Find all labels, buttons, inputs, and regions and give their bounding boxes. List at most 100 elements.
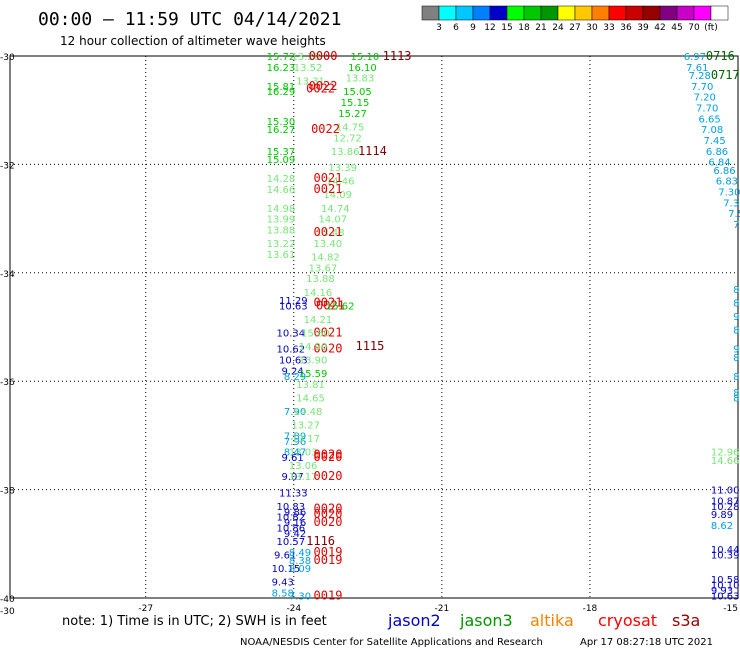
legend-tick-label: 70 bbox=[688, 23, 700, 33]
legend-swatch bbox=[523, 5, 542, 21]
wave-height-label: 9.07 bbox=[281, 472, 303, 483]
wave-height-label: 15.30 bbox=[267, 117, 296, 128]
wave-height-label: 8.29 bbox=[284, 372, 306, 383]
wave-height-label: 6.86 bbox=[706, 147, 728, 158]
legend-swatch bbox=[421, 5, 440, 21]
wave-height-label: 8.38 bbox=[289, 556, 311, 567]
wave-height-label: 13.17 bbox=[289, 472, 318, 483]
wave-height-label: 6.83 bbox=[716, 177, 738, 188]
wave-height-label: 9.93 bbox=[711, 586, 733, 597]
lon-axis-label: -18 bbox=[583, 604, 598, 614]
page-title: 00:00 – 11:59 UTC 04/14/2021 bbox=[38, 9, 341, 30]
pass-time-label: 0019 bbox=[314, 588, 343, 602]
wave-height-label: 15.60 bbox=[301, 328, 330, 339]
wave-height-label: 8 bbox=[733, 285, 739, 296]
plot-area: -30 -32 -34 -36 -38 -40 -30 -27 -24 -21 -18 -15 15.7… bbox=[0, 49, 740, 617]
wave-height-label: 7.5 bbox=[728, 209, 740, 220]
legend-tick-label: 39 bbox=[637, 23, 649, 33]
wave-height-label: 8.49 bbox=[289, 548, 311, 559]
wave-height-label: 15.05 bbox=[343, 87, 372, 98]
wave-height-label: 9.42 bbox=[284, 529, 306, 540]
wave-height-label: 9.61 bbox=[281, 453, 303, 464]
timestamp-text: Apr 17 08:27:18 UTC 2021 bbox=[580, 637, 713, 648]
wave-height-label: 8.62 bbox=[711, 521, 733, 532]
wave-height-label: 13.88 bbox=[306, 274, 335, 285]
satellite-jason2-label: jason2 bbox=[387, 611, 441, 630]
wave-height-label: 8.47 bbox=[284, 448, 306, 459]
wave-height-label: 12.72 bbox=[333, 133, 362, 144]
wave-height-label: 10.86 bbox=[277, 524, 306, 535]
satellite-jason3-label: jason3 bbox=[459, 611, 513, 630]
pass-time-label: 0022 bbox=[311, 122, 340, 136]
wave-height-label: 13.31 bbox=[296, 76, 325, 87]
wave-height-label: 8 bbox=[733, 299, 739, 310]
wave-height-label: 10.15 bbox=[272, 564, 301, 575]
wave-height-label: 9.86 bbox=[284, 507, 306, 518]
wave-height-label: 7.70 bbox=[691, 82, 713, 93]
wave-height-label: 9.89 bbox=[711, 510, 733, 521]
wave-height-label: 10.63 bbox=[711, 591, 740, 602]
wave-height-label: 14.74 bbox=[321, 204, 350, 215]
wave-height-label: 14.46 bbox=[326, 177, 355, 188]
satellite-cryosat-label: cryosat bbox=[598, 611, 657, 630]
wave-height-label: 13.03 bbox=[289, 448, 318, 459]
wave-height-label: 13.52 bbox=[294, 63, 323, 74]
lat-axis-label: -40 bbox=[0, 595, 15, 605]
wave-height-label: 13.27 bbox=[291, 421, 320, 432]
wave-height-label: 14.48 bbox=[294, 407, 323, 418]
wave-height-label: 13.39 bbox=[328, 163, 357, 174]
wave-height-label: 13.90 bbox=[299, 356, 328, 367]
wave-height-label: 15.59 bbox=[299, 369, 328, 380]
wave-height-label: 10.39 bbox=[711, 551, 740, 562]
legend-tick-label: 9 bbox=[470, 23, 476, 33]
wave-height-label: 13.06 bbox=[289, 461, 318, 472]
wave-height-label: 7.28 bbox=[689, 71, 711, 82]
wave-height-label: 9. bbox=[733, 312, 740, 323]
wave-height-label: 10.87 bbox=[711, 496, 740, 507]
wave-height-label: 14.16 bbox=[304, 288, 333, 299]
legend-tick-label: 15 bbox=[501, 23, 512, 33]
legend-tick-label: 42 bbox=[654, 23, 665, 33]
wave-height-label: 15.10 bbox=[351, 52, 380, 63]
lon-axis-label: -24 bbox=[286, 604, 301, 614]
wave-height-label: 7.30 bbox=[718, 188, 740, 199]
wave-height-label: 7.96 bbox=[284, 437, 306, 448]
pass-time-label: 0020 bbox=[314, 450, 343, 464]
satellite-altika-label: altika bbox=[530, 611, 574, 630]
wave-height-label: 6.84 bbox=[708, 158, 730, 169]
wave-height-label: 7.36 bbox=[723, 198, 740, 209]
pass-time-label: 1115 bbox=[355, 339, 384, 353]
wave-height-label: 11.29 bbox=[279, 296, 308, 307]
wave-height-label: 10.63 bbox=[279, 356, 308, 367]
wave-height-label: 10.82 bbox=[277, 513, 306, 524]
pass-time-label: 0022 bbox=[309, 79, 338, 93]
wave-height-label: 7.30 bbox=[289, 591, 311, 602]
lon-axis-label: -15 bbox=[723, 604, 738, 614]
wave-height-label: 14.28 bbox=[267, 174, 296, 185]
pass-time-label: 1116 bbox=[306, 534, 335, 548]
legend-swatch bbox=[676, 5, 695, 21]
legend-tick-label: 6 bbox=[453, 23, 459, 33]
wave-height-label: 14.21 bbox=[304, 315, 333, 326]
wave-height-label: 15.37 bbox=[267, 147, 296, 158]
wave-height-label: 7.20 bbox=[694, 93, 716, 104]
wave-height-label: 15.72 bbox=[267, 52, 296, 63]
legend-tick-label: 30 bbox=[586, 23, 598, 33]
wave-height-label: 7.89 bbox=[284, 431, 306, 442]
pass-time-label: 0000 bbox=[309, 49, 338, 63]
pass-time-label: 0020 bbox=[314, 447, 343, 461]
legend-swatch bbox=[540, 5, 559, 21]
wave-height-label: 15.27 bbox=[338, 109, 367, 120]
credit-text: NOAA/NESDIS Center for Satellite Applica… bbox=[240, 637, 543, 648]
pass-time-label: 1113 bbox=[383, 49, 412, 63]
wave-height-label: 11.33 bbox=[279, 488, 308, 499]
lat-axis-label: -30 bbox=[0, 607, 15, 617]
wave-height-label: 7.45 bbox=[703, 136, 725, 147]
wave-height-label: 9.61 bbox=[274, 551, 296, 562]
wave-height-label: 9.16 bbox=[284, 518, 306, 529]
legend-swatch bbox=[506, 5, 525, 21]
wave-height-label: 13.17 bbox=[291, 434, 320, 445]
color-legend: 3 6 9 12 15 18 21 24 27 30 33 36 39 42 45 70 (ft) bbox=[421, 5, 729, 33]
pass-time-label: 0021 bbox=[314, 171, 343, 185]
wave-height-label: 16.29 bbox=[267, 87, 296, 98]
